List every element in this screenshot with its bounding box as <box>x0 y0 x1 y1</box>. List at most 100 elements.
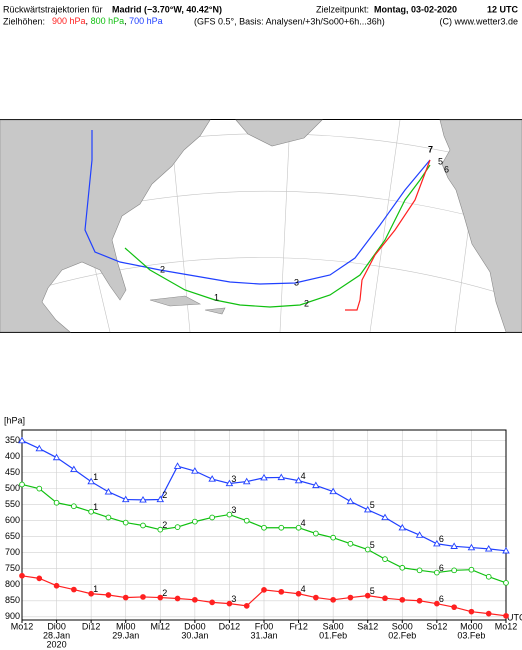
map-day-label: 1 <box>214 292 219 302</box>
marker <box>243 517 250 524</box>
date-label: 28.Jan <box>43 630 70 640</box>
marker <box>330 534 336 541</box>
date-label: 01.Feb <box>319 630 347 640</box>
credit: (C) www.wetter3.de <box>439 16 518 26</box>
map-day-label: 2 <box>304 298 309 308</box>
north-america <box>0 119 211 333</box>
x-tick-label: Do00 <box>184 621 206 631</box>
marker <box>36 575 43 582</box>
x-tick-label: Di12 <box>82 621 101 631</box>
x-tick-label: So12 <box>426 621 447 631</box>
date-label: 30.Jan <box>181 630 208 640</box>
marker <box>174 524 181 530</box>
y-tick-label: 700 <box>5 547 20 557</box>
x-unit: UTC <box>507 612 522 622</box>
map-day-label: 5 <box>438 156 443 166</box>
date-label: 02.Feb <box>388 630 416 640</box>
day-label: 4 <box>301 518 306 528</box>
y-axis-label: [hPa] <box>4 415 25 425</box>
marker <box>174 595 181 602</box>
day-label: 5 <box>370 540 375 550</box>
year-label: 2020 <box>47 639 67 649</box>
marker <box>415 531 424 538</box>
marker <box>88 590 94 597</box>
y-tick-label: 650 <box>5 531 20 541</box>
marker <box>225 479 234 487</box>
marker <box>382 556 388 562</box>
marker <box>19 481 25 488</box>
marker <box>277 473 286 481</box>
y-tick-label: 600 <box>5 515 20 525</box>
marker <box>261 524 267 531</box>
marker <box>346 497 355 505</box>
day-label: 2 <box>162 520 167 530</box>
marker <box>122 594 129 601</box>
day-label: 2 <box>162 490 167 500</box>
map: 2 3 1 2 5 6 7 <box>0 119 522 333</box>
y-tick-label: 550 <box>5 499 20 509</box>
marker <box>278 524 285 531</box>
marker <box>398 523 407 531</box>
marker <box>157 594 164 601</box>
marker <box>502 546 510 554</box>
marker <box>399 596 406 603</box>
marker <box>139 495 147 503</box>
marker <box>364 546 371 553</box>
marker <box>313 594 319 601</box>
y-tick-label: 900 <box>5 611 20 621</box>
marker <box>52 453 61 461</box>
x-tick-label: Sa12 <box>357 621 378 631</box>
map-trajectory-700 <box>84 130 431 285</box>
marker <box>156 495 165 503</box>
marker <box>191 467 199 474</box>
day-label: 6 <box>439 594 444 604</box>
marker <box>363 505 372 513</box>
marker <box>434 569 440 576</box>
marker <box>503 612 509 619</box>
place: Madrid (−3.70°W, 40.42°N) <box>112 4 222 14</box>
legend-entry: 900 hPa <box>52 16 86 26</box>
marker <box>121 495 130 503</box>
marker <box>209 599 215 606</box>
x-tick-label: Mo00 <box>460 621 483 631</box>
x-tick-label: Fr12 <box>289 621 308 631</box>
marker <box>88 508 94 515</box>
day-label: 1 <box>93 472 98 482</box>
marker <box>261 587 267 593</box>
levels-label: Zielhöhen: <box>3 16 45 26</box>
day-label: 4 <box>301 584 306 594</box>
separator: , <box>124 16 127 26</box>
y-tick-label: 500 <box>5 483 20 493</box>
map-day-label: 2 <box>160 264 165 274</box>
marker <box>329 487 337 495</box>
marker <box>35 444 44 452</box>
pressure-chart: [hPa] 350 400 450 500 550 600 650 700 750 800 850 90… <box>4 415 522 649</box>
target-time: 12 UTC <box>487 4 519 14</box>
marker <box>105 514 112 521</box>
model-info: (GFS 0.5°, Basis: Analysen/+3h/So00+6h..… <box>194 16 385 26</box>
day-label: 5 <box>370 500 375 510</box>
marker <box>122 519 129 526</box>
marker <box>485 573 492 580</box>
day-label: 6 <box>439 563 444 573</box>
day-label: 4 <box>301 471 306 481</box>
marker <box>278 588 285 595</box>
marker <box>242 477 251 485</box>
marker <box>399 564 406 571</box>
map-trajectory-900 <box>345 159 431 311</box>
marker <box>157 526 164 533</box>
marker <box>260 473 268 481</box>
marker <box>433 539 441 547</box>
day-label: 1 <box>93 584 98 594</box>
marker <box>173 462 182 469</box>
title: Rückwärtstrajektorien für <box>3 4 103 14</box>
marker <box>104 487 113 495</box>
x-tick-label: So00 <box>392 621 413 631</box>
marker <box>294 476 303 484</box>
y-tick-label: 750 <box>5 563 20 573</box>
marker <box>364 592 371 599</box>
legend-entry: 700 hPa <box>129 16 163 26</box>
marker <box>140 594 146 600</box>
europe-africa <box>439 119 522 333</box>
marker <box>416 597 423 604</box>
